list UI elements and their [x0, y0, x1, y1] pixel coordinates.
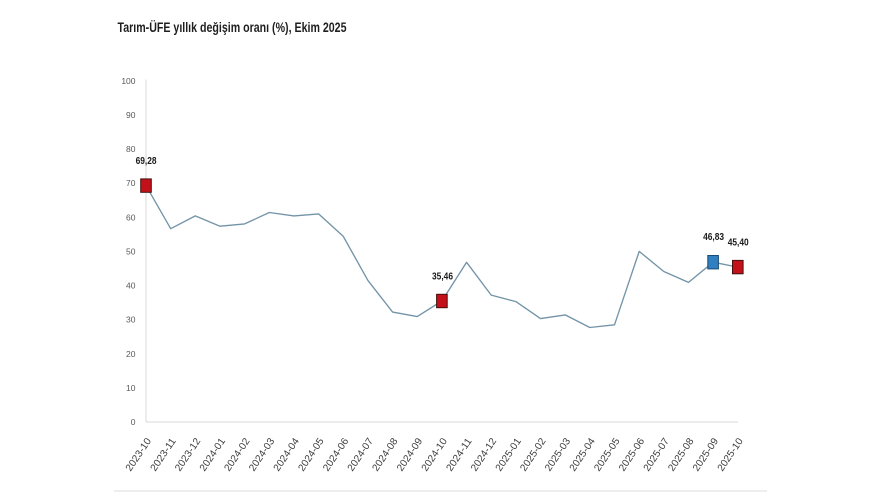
- svg-text:46,83: 46,83: [703, 231, 724, 243]
- svg-text:20: 20: [126, 349, 136, 359]
- svg-text:30: 30: [126, 315, 136, 325]
- svg-text:40: 40: [126, 281, 136, 291]
- svg-text:80: 80: [126, 144, 136, 154]
- svg-text:60: 60: [126, 212, 136, 222]
- svg-text:45,40: 45,40: [728, 237, 749, 249]
- svg-text:50: 50: [126, 246, 136, 256]
- svg-text:35,46: 35,46: [432, 270, 453, 282]
- svg-text:10: 10: [126, 383, 136, 393]
- svg-text:100: 100: [121, 76, 135, 86]
- svg-text:0: 0: [131, 417, 136, 427]
- svg-text:69,28: 69,28: [136, 155, 157, 167]
- svg-text:90: 90: [126, 110, 136, 120]
- svg-text:70: 70: [126, 178, 136, 188]
- svg-text:Tarım-ÜFE yıllık değişim oranı: Tarım-ÜFE yıllık değişim oranı (%), Ekim…: [118, 20, 347, 35]
